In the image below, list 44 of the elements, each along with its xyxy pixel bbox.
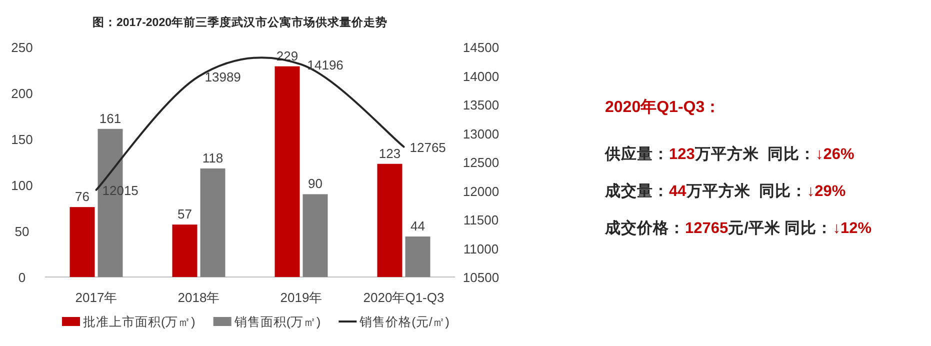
bar: [274, 66, 300, 277]
legend-label: 批准上市面积(万㎡): [83, 315, 196, 329]
bar: [172, 224, 198, 277]
bar: [302, 194, 328, 277]
text: 成交量：44万平方米 同比：↓29%: [604, 181, 846, 200]
y2-tick-label: 11000: [463, 241, 499, 256]
y2-tick-label: 12000: [462, 184, 500, 199]
y-tick-label: 50: [14, 224, 30, 239]
y2-tick-label: 14000: [462, 68, 500, 84]
bar: [377, 164, 402, 277]
y2-tick-label: 13500: [462, 98, 500, 112]
y-tick-label: 250: [11, 40, 33, 55]
data-label: 76: [75, 189, 90, 204]
text: 2020年Q1-Q3：: [605, 98, 721, 116]
x-tick-label: 2018年: [178, 290, 220, 305]
data-label: 90: [308, 176, 322, 192]
data-label: 57: [178, 206, 192, 222]
x-tick-label: 2019年: [280, 290, 322, 305]
data-label: 44: [410, 218, 425, 234]
y-tick-label: 0: [18, 270, 26, 285]
data-label: 12765: [410, 140, 446, 155]
data-label: 13989: [204, 69, 241, 84]
y2-tick-label: 10500: [462, 270, 500, 285]
y2-tick-label: 12500: [462, 155, 500, 170]
y2-tick-label: 14500: [462, 40, 500, 55]
y2-tick-label: 13000: [462, 126, 500, 142]
y-tick-label: 150: [11, 132, 33, 147]
chart-title: 图：2017-2020年前三季度武汉市公寓市场供求量价走势: [92, 15, 388, 29]
data-label: 123: [378, 146, 401, 161]
y-tick-label: 100: [11, 178, 33, 193]
y-tick-label: 200: [11, 86, 33, 101]
bar: [200, 168, 226, 277]
data-label: 118: [202, 150, 224, 166]
bar: [405, 236, 430, 277]
bar: [70, 207, 95, 277]
text: 供应量：123万平方米 同比：↓26%: [604, 144, 854, 163]
data-label: 161: [99, 110, 122, 126]
data-label: 14196: [307, 57, 344, 72]
text: 成交价格：12765元/平米 同比：↓12%: [604, 218, 872, 237]
x-tick-label: 2017年: [75, 290, 118, 305]
x-tick-label: 2020年Q1-Q3: [363, 290, 444, 305]
legend-label: 销售面积(万㎡): [233, 315, 321, 329]
y2-tick-label: 11500: [463, 212, 499, 228]
legend-label: 销售价格(元/㎡): [358, 315, 450, 329]
